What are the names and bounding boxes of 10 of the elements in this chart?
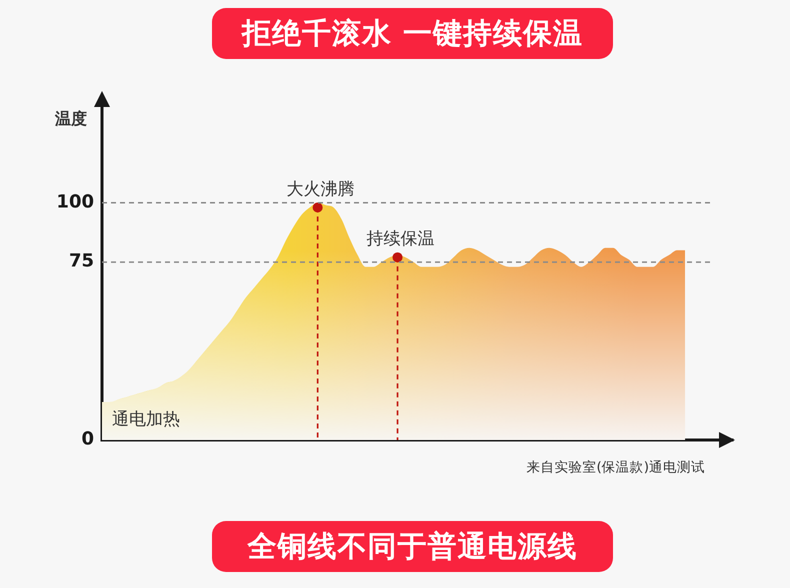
- y-tick-label: 0: [81, 428, 94, 450]
- y-tick-label: 100: [56, 191, 94, 212]
- annotation: 通电加热: [112, 409, 180, 430]
- text: 全铜线不同于普通电源线: [212, 521, 613, 572]
- text: 来自实验室(保温款)通电测试: [526, 460, 705, 476]
- annotation: 持续保温: [366, 229, 435, 250]
- annotation: 大火沸腾: [286, 179, 355, 200]
- chart-title: 拒绝千滚水 一键持续保温: [212, 8, 613, 59]
- y-tick-label: 75: [68, 250, 94, 272]
- y-axis-title: 温度: [54, 109, 87, 128]
